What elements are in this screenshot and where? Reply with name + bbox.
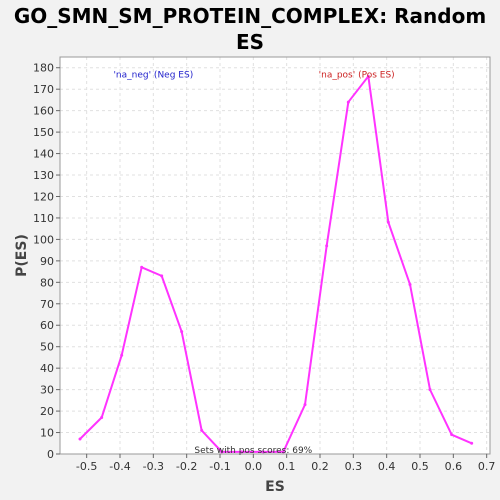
plot-area <box>60 57 490 454</box>
chart-annotation: 'na_neg' (Neg ES) <box>113 71 193 81</box>
x-axis-label: ES <box>265 479 285 495</box>
y-tick-label: 170 <box>33 83 54 96</box>
x-tick-label: 0.1 <box>278 460 296 473</box>
y-tick-label: 140 <box>33 148 54 161</box>
y-tick-label: 160 <box>33 105 54 118</box>
x-tick-label: 0.3 <box>345 460 363 473</box>
data-point <box>281 450 285 454</box>
y-tick-label: 80 <box>40 276 54 289</box>
x-tick-label: -0.3 <box>143 460 164 473</box>
y-tick-label: 90 <box>40 255 54 268</box>
data-point <box>78 437 82 441</box>
y-tick-label: 20 <box>40 405 54 418</box>
x-tick-label: -0.2 <box>176 460 197 473</box>
x-tick-label: -0.5 <box>76 460 97 473</box>
data-point <box>408 282 412 286</box>
data-point <box>100 416 104 420</box>
chart-annotation: Sets with pos scores: 69% <box>194 446 312 456</box>
data-point <box>180 330 184 334</box>
y-axis-label: P(ES) <box>14 234 30 277</box>
data-point <box>346 100 350 104</box>
data-point <box>450 433 454 437</box>
chart-annotation: 'na_pos' (Pos ES) <box>319 71 395 81</box>
series-line <box>79 75 473 453</box>
data-point <box>386 220 390 224</box>
data-point <box>160 274 164 278</box>
y-tick-label: 40 <box>40 362 54 375</box>
y-tick-label: 30 <box>40 384 54 397</box>
y-tick-label: 130 <box>33 169 54 182</box>
x-tick-label: -0.1 <box>209 460 230 473</box>
y-tick-label: 50 <box>40 341 54 354</box>
x-tick-label: 0.2 <box>311 460 329 473</box>
data-point <box>303 403 307 407</box>
data-point <box>261 450 265 454</box>
data-point <box>366 74 370 78</box>
y-tick-label: 70 <box>40 298 54 311</box>
x-tick-label: 0.0 <box>245 460 263 473</box>
y-tick-label: 10 <box>40 427 54 440</box>
y-tick-label: 120 <box>33 190 54 203</box>
y-tick-label: 110 <box>33 212 54 225</box>
data-point <box>220 450 224 454</box>
y-tick-label: 150 <box>33 126 54 139</box>
data-point <box>240 450 244 454</box>
x-tick-label: 0.6 <box>445 460 463 473</box>
data-point <box>200 428 204 432</box>
x-tick-label: 0.4 <box>378 460 396 473</box>
y-tick-label: 60 <box>40 319 54 332</box>
y-tick-label: 0 <box>47 448 54 461</box>
data-point <box>325 244 329 248</box>
x-tick-label: 0.7 <box>478 460 496 473</box>
y-tick-label: 180 <box>33 62 54 75</box>
chart-title-line-1: GO_SMN_SM_PROTEIN_COMPLEX: Random ES <box>13 4 487 54</box>
x-tick-label: 0.5 <box>411 460 429 473</box>
data-point <box>120 353 124 357</box>
x-tick-label: -0.4 <box>109 460 130 473</box>
data-point <box>470 441 474 445</box>
y-tick-label: 100 <box>33 233 54 246</box>
plot-border <box>59 56 491 455</box>
data-point <box>140 265 144 269</box>
data-point <box>428 388 432 392</box>
